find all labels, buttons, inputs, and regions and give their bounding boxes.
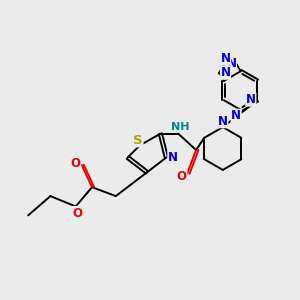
Text: S: S (133, 134, 143, 147)
Text: NH: NH (171, 122, 190, 132)
Text: N: N (226, 57, 236, 70)
Text: O: O (71, 157, 81, 170)
Text: N: N (220, 66, 230, 79)
Text: O: O (72, 206, 82, 220)
Text: O: O (177, 170, 187, 183)
Text: N: N (220, 52, 231, 65)
Text: N: N (231, 109, 241, 122)
Text: N: N (218, 115, 228, 128)
Text: N: N (246, 93, 256, 106)
Text: N: N (168, 151, 178, 164)
